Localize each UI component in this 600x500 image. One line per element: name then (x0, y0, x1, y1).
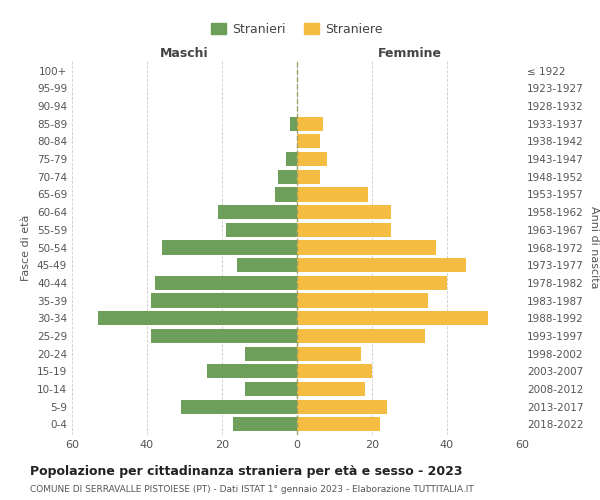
Bar (237, 258, 297, 272)
Bar (297, 276, 447, 290)
Bar (297, 364, 372, 378)
Legend: Stranieri, Straniere: Stranieri, Straniere (206, 18, 388, 40)
Bar (297, 258, 466, 272)
Bar (297, 152, 327, 166)
Bar (297, 116, 323, 131)
Text: Popolazione per cittadinanza straniera per età e sesso - 2023: Popolazione per cittadinanza straniera p… (30, 465, 463, 478)
Bar (290, 116, 297, 131)
Bar (218, 205, 297, 219)
Bar (297, 329, 425, 343)
Bar (297, 400, 387, 414)
Bar (233, 418, 297, 432)
Bar (181, 400, 297, 414)
Text: Femmine: Femmine (377, 47, 442, 60)
Bar (297, 188, 368, 202)
Bar (297, 382, 365, 396)
Bar (151, 329, 297, 343)
Y-axis label: Fasce di età: Fasce di età (22, 214, 31, 280)
Bar (297, 294, 428, 308)
Bar (297, 170, 320, 184)
Bar (297, 418, 380, 432)
Text: Maschi: Maschi (160, 47, 209, 60)
Bar (162, 240, 297, 254)
Bar (226, 222, 297, 237)
Y-axis label: Anni di nascita: Anni di nascita (589, 206, 599, 289)
Bar (278, 170, 297, 184)
Bar (155, 276, 297, 290)
Bar (297, 311, 488, 326)
Text: COMUNE DI SERRAVALLE PISTOIESE (PT) - Dati ISTAT 1° gennaio 2023 - Elaborazione : COMUNE DI SERRAVALLE PISTOIESE (PT) - Da… (30, 485, 474, 494)
Bar (297, 240, 436, 254)
Bar (297, 205, 391, 219)
Bar (297, 222, 391, 237)
Bar (286, 152, 297, 166)
Bar (297, 346, 361, 360)
Bar (297, 134, 320, 148)
Bar (151, 294, 297, 308)
Bar (275, 188, 297, 202)
Bar (245, 346, 297, 360)
Bar (245, 382, 297, 396)
Bar (98, 311, 297, 326)
Bar (207, 364, 297, 378)
